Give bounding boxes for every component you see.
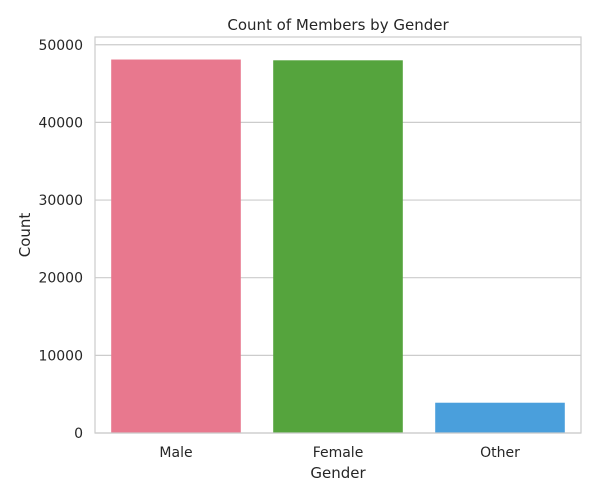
y-tick-label: 30000 [38, 193, 83, 209]
y-axis-title: Count [16, 213, 34, 258]
x-tick-label-other: Other [480, 445, 520, 461]
x-tick-label-male: Male [159, 445, 192, 461]
bar-male [111, 59, 241, 434]
y-tick-labels: 0 10000 20000 30000 40000 50000 [38, 38, 83, 442]
plot-frame [94, 36, 582, 434]
x-tick-labels: Male Female Other [159, 445, 520, 461]
bar-female [273, 60, 403, 433]
y-tick-label: 0 [74, 426, 83, 442]
bar-other [435, 402, 565, 433]
y-tick-label: 40000 [38, 115, 83, 131]
y-tick-label: 20000 [38, 271, 83, 287]
x-tick-label-female: Female [313, 445, 364, 461]
x-axis-title: Gender [310, 464, 366, 482]
chart-title: Count of Members by Gender [227, 16, 449, 34]
y-tick-label: 10000 [38, 348, 83, 364]
y-tick-label: 50000 [38, 38, 83, 54]
bars [111, 59, 565, 434]
